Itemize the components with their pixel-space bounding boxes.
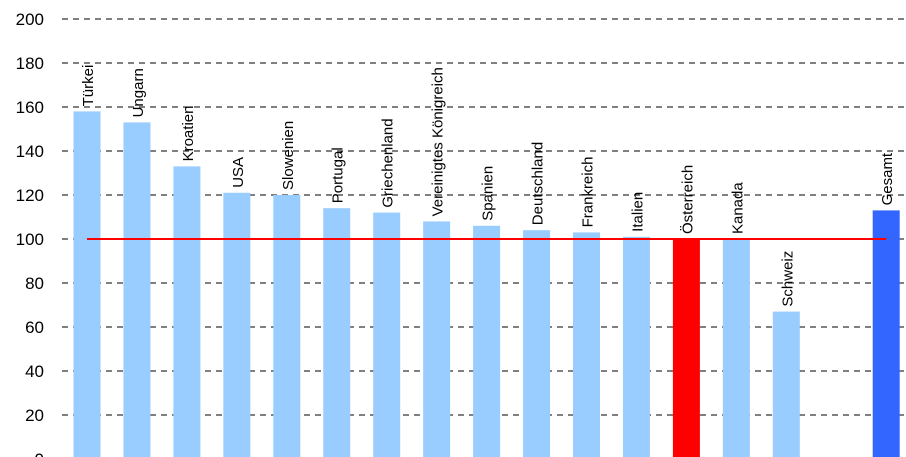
category-label: Spanien <box>480 166 497 221</box>
category-label: Deutschland <box>530 142 547 225</box>
bar <box>173 166 201 457</box>
y-tick-label: 80 <box>25 274 44 293</box>
category-label: Slowenien <box>280 121 297 190</box>
category-label: Kanada <box>729 182 746 234</box>
category-label: Schweiz <box>779 251 796 307</box>
y-tick-label: 180 <box>16 54 44 73</box>
bar <box>323 208 351 457</box>
bar <box>523 230 551 457</box>
bar <box>373 212 401 457</box>
category-label: Gesamt <box>879 152 896 205</box>
y-tick-label: 140 <box>16 142 44 161</box>
y-tick-label: 20 <box>25 406 44 425</box>
category-label: Portugal <box>330 147 347 203</box>
bar <box>273 195 301 457</box>
category-label: Österreich <box>678 165 696 234</box>
bar <box>223 192 251 457</box>
bar <box>73 111 101 457</box>
bar <box>622 236 650 457</box>
y-tick-label: 160 <box>16 98 44 117</box>
category-label: USA <box>230 157 247 188</box>
category-label: Vereinigtes Königreich <box>430 67 447 216</box>
category-label: Türkei <box>80 65 97 107</box>
bar <box>772 311 800 457</box>
category-label: Ungarn <box>130 68 147 117</box>
y-tick-label: 60 <box>25 318 44 337</box>
y-tick-label: 100 <box>16 230 44 249</box>
bar <box>672 239 700 457</box>
category-label: Italien <box>629 192 646 232</box>
category-labels: Türkei Ungarn Kroatien USA Slowenien Portugal… <box>80 65 896 307</box>
y-tick-label: 40 <box>25 362 44 381</box>
y-tick-label: 120 <box>16 186 44 205</box>
category-label: Frankreich <box>580 157 597 228</box>
bar <box>123 122 151 457</box>
bar <box>473 225 501 457</box>
bar <box>722 239 750 457</box>
bar <box>423 221 451 457</box>
y-tick-label: 200 <box>16 10 44 29</box>
category-label: Griechenland <box>380 118 397 207</box>
bar <box>573 232 600 457</box>
y-axis-tick-labels: 0 20 40 60 80 100 120 140 160 180 200 <box>16 10 44 457</box>
bar <box>872 210 900 457</box>
bars <box>73 111 900 457</box>
category-label: Kroatien <box>180 106 197 162</box>
y-tick-label: 0 <box>35 450 44 457</box>
